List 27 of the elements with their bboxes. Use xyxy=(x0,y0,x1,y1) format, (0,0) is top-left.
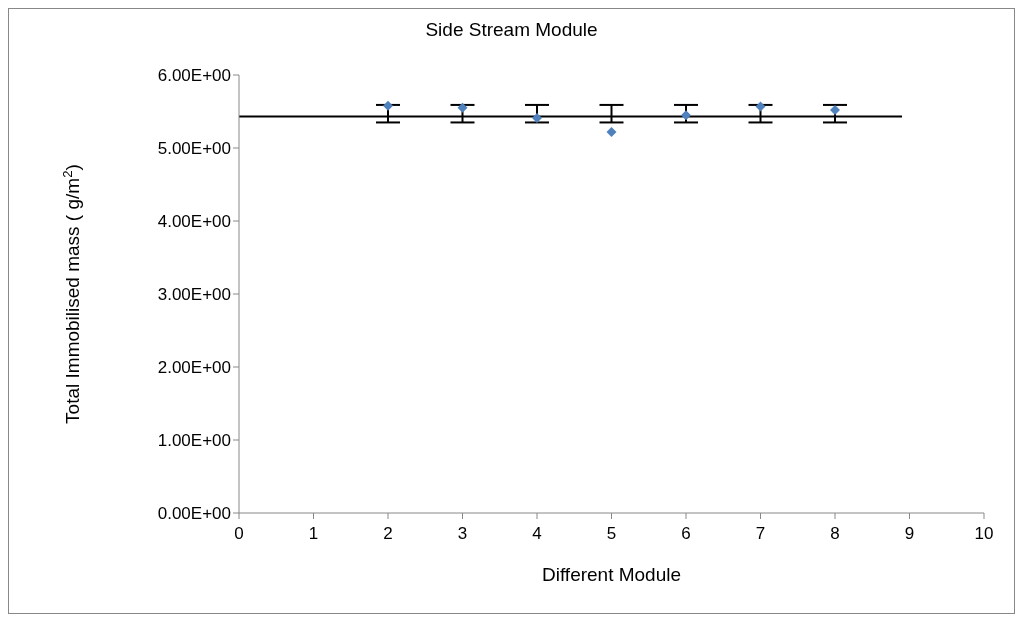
x-tick-label: 5 xyxy=(606,524,617,544)
point xyxy=(606,126,617,137)
y-tick-label: 0.00E+00 xyxy=(157,504,231,524)
point xyxy=(830,105,840,116)
x-tick-label: 6 xyxy=(681,524,691,544)
chart-title: Side Stream Module xyxy=(424,19,599,41)
x-tick-label: 10 xyxy=(974,524,994,544)
point xyxy=(755,101,766,112)
x-tick-label: 4 xyxy=(532,524,542,544)
x-tick-label: 9 xyxy=(904,524,915,544)
x-tick-label: 0 xyxy=(234,524,244,544)
y-tick-label: 3.00E+00 xyxy=(157,285,231,305)
point xyxy=(457,102,468,113)
y-tick-label: 4.00E+00 xyxy=(157,212,231,232)
x-tick-label: 1 xyxy=(308,524,319,544)
x-tick-label: 7 xyxy=(755,524,766,544)
y-tick-label: 1.00E+00 xyxy=(157,431,231,451)
x-axis-title: Different Module xyxy=(541,564,682,585)
y-tick-label: 2.00E+00 xyxy=(157,358,231,378)
x-tick-label: 2 xyxy=(383,524,393,544)
x-tick-label: 3 xyxy=(457,524,468,544)
point xyxy=(532,113,542,124)
point xyxy=(383,100,393,111)
point xyxy=(681,110,691,121)
x-tick-label: 8 xyxy=(830,524,840,544)
y-tick-label: 6.00E+00 xyxy=(157,66,231,86)
y-tick-label: 5.00E+00 xyxy=(157,139,231,159)
